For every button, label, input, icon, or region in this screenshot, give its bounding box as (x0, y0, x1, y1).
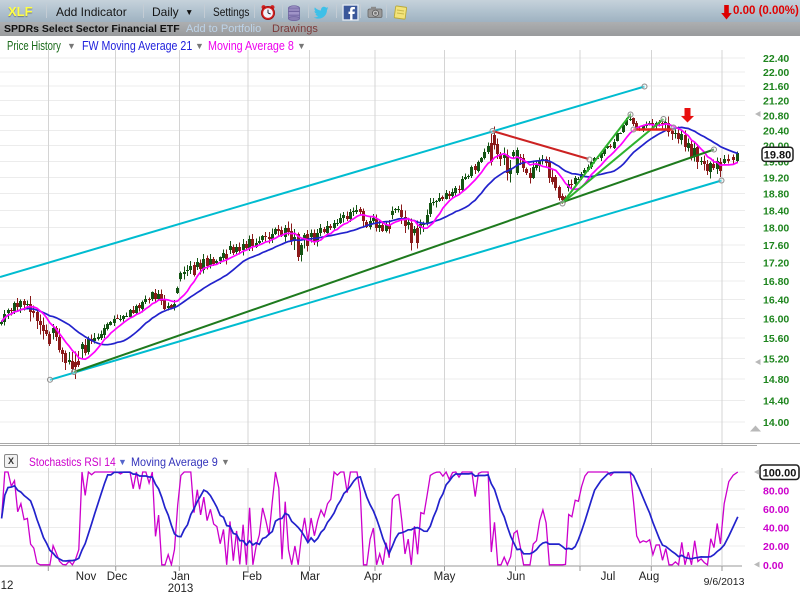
svg-text:22.00: 22.00 (763, 67, 789, 79)
svg-text:18.00: 18.00 (763, 222, 789, 234)
svg-text:14.40: 14.40 (763, 395, 789, 407)
svg-text:20.00: 20.00 (763, 541, 789, 553)
svg-text:May: May (434, 571, 456, 583)
svg-text:14.80: 14.80 (763, 374, 789, 386)
svg-text:21.20: 21.20 (763, 96, 789, 108)
svg-text:19.20: 19.20 (763, 172, 789, 184)
svg-text:Mar: Mar (300, 571, 320, 583)
svg-text:19.80: 19.80 (764, 149, 792, 161)
svg-text:22.40: 22.40 (763, 53, 789, 65)
svg-text:20.40: 20.40 (763, 125, 789, 137)
svg-text:18.40: 18.40 (763, 205, 789, 217)
svg-text:21.60: 21.60 (763, 81, 789, 93)
svg-text:Aug: Aug (639, 571, 659, 583)
svg-text:2013: 2013 (168, 583, 194, 594)
svg-text:20.80: 20.80 (763, 110, 789, 122)
svg-text:Jun: Jun (507, 571, 526, 583)
svg-text:Jul: Jul (601, 571, 616, 583)
svg-text:40.00: 40.00 (763, 523, 789, 535)
svg-text:16.40: 16.40 (763, 295, 789, 307)
svg-text:60.00: 60.00 (763, 504, 789, 516)
svg-text:9/6/2013: 9/6/2013 (704, 576, 745, 588)
svg-text:15.60: 15.60 (763, 333, 789, 345)
svg-text:14.00: 14.00 (763, 417, 789, 429)
svg-text:80.00: 80.00 (763, 486, 789, 498)
svg-text:Dec: Dec (107, 571, 128, 583)
svg-text:18.80: 18.80 (763, 189, 789, 201)
svg-text:17.20: 17.20 (763, 258, 789, 270)
svg-text:100.00: 100.00 (763, 467, 797, 479)
svg-text:12: 12 (1, 580, 14, 592)
svg-text:0.00: 0.00 (763, 560, 784, 572)
svg-text:Feb: Feb (242, 571, 262, 583)
svg-text:Jan: Jan (171, 571, 190, 583)
svg-text:Apr: Apr (364, 571, 382, 583)
svg-text:16.00: 16.00 (763, 314, 789, 326)
svg-text:15.20: 15.20 (763, 353, 789, 365)
svg-text:Nov: Nov (76, 571, 97, 583)
svg-text:17.60: 17.60 (763, 240, 789, 252)
svg-text:16.80: 16.80 (763, 276, 789, 288)
